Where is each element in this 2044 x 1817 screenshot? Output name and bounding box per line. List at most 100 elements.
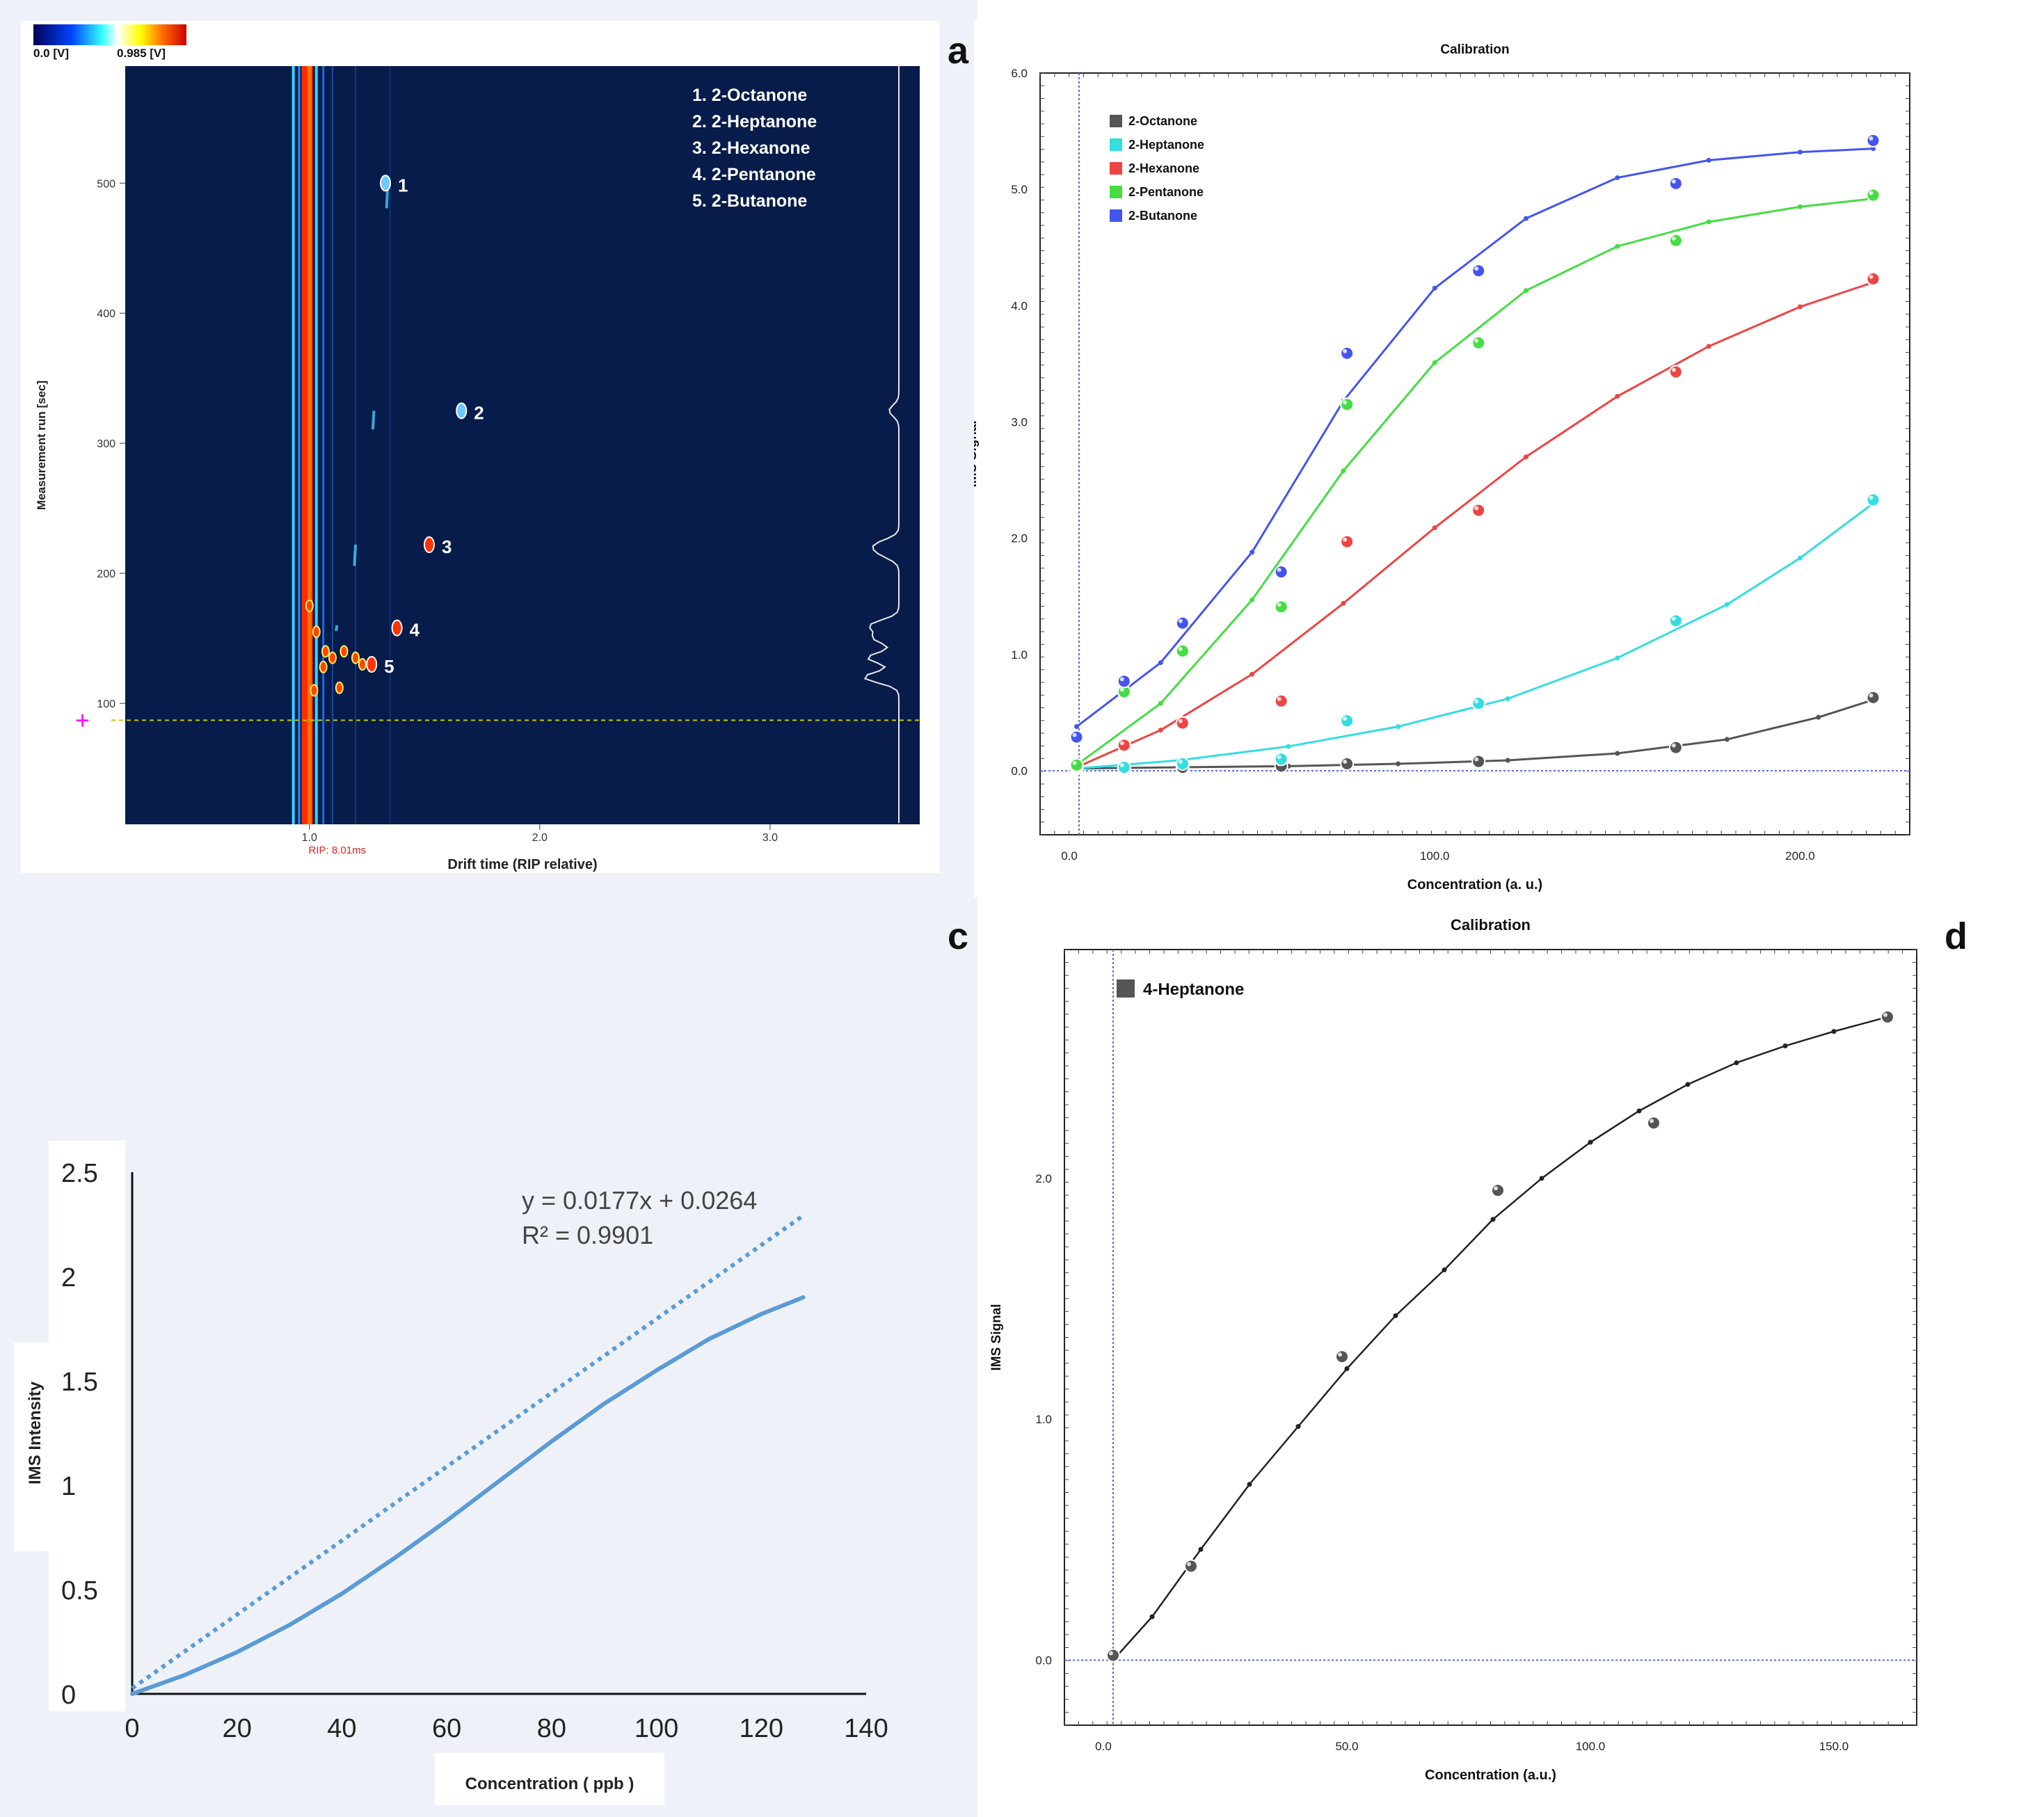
y-tick-label: 5.0 [1011, 183, 1028, 196]
data-point-2-hexanone [1274, 694, 1288, 708]
data-point-2-octanone [1866, 690, 1881, 705]
fit-dot [1396, 724, 1401, 730]
data-point-2-pentanone [1866, 188, 1881, 202]
fit-dot [1249, 671, 1255, 677]
fit-dot [1432, 525, 1437, 531]
data-point-highlight [1277, 602, 1282, 607]
x-tick-label: 150.0 [1819, 1740, 1849, 1753]
data-point-2-hexanone [1117, 738, 1131, 753]
y-tick-area [49, 1141, 125, 1711]
calibration-chart-b: 0.0 1.0 2.0 3.0 4.0 5.0 6.0 0.0 100.0 200.0 Calibr… [965, 42, 1910, 893]
peak-label: 3 [442, 536, 452, 557]
fit-curve-2-hexanone [1076, 281, 1874, 769]
x-tick-label: 40 [327, 1714, 356, 1743]
fit-dot [1615, 175, 1620, 180]
peak-trail [334, 625, 339, 632]
data-point-2-octanone [1471, 754, 1486, 769]
fit-dot [1505, 696, 1510, 701]
plot-frame [1064, 949, 1917, 1726]
x-tick-label: 20 [223, 1714, 252, 1743]
fit-dot [1588, 1139, 1593, 1145]
data-point [1881, 1009, 1894, 1024]
data-point-highlight [1869, 136, 1874, 141]
legend-label: 4-Heptanone [1143, 980, 1244, 999]
data-point-2-heptanone [1866, 493, 1881, 507]
fit-dot [1797, 204, 1803, 209]
data-point-2-heptanone [1668, 614, 1683, 628]
data-point-2-heptanone [1274, 752, 1288, 767]
fit-dot [1524, 216, 1529, 221]
rip-streak [298, 66, 301, 824]
data-point-highlight [1277, 696, 1282, 701]
trendline-dotted [131, 1213, 805, 1690]
peak-marker [423, 536, 435, 554]
legend-label: 2-Pentanone [1128, 185, 1204, 199]
fit-dot [1158, 660, 1163, 666]
peak-label: 2 [474, 402, 484, 423]
data-point-highlight [1494, 1186, 1498, 1191]
y-tick-label: 0.0 [1011, 765, 1028, 778]
fit-dot [1295, 1424, 1301, 1430]
y-tick-label: 500 [97, 178, 115, 190]
data-point-2-butanone [1668, 176, 1683, 191]
fit-dot [1685, 1082, 1691, 1087]
fit-dot [1870, 146, 1876, 152]
data-point-2-hexanone [1471, 503, 1486, 518]
trendline-r2: R² = 0.9901 [522, 1221, 653, 1249]
legend-entry: 4. 2-Pentanone [692, 165, 816, 184]
fit-dot [1524, 288, 1529, 294]
cluster-spot [358, 658, 367, 671]
data-point-2-hexanone [1866, 271, 1881, 286]
data-point-2-hexanone [1668, 365, 1683, 379]
fit-dot [1615, 751, 1620, 756]
fit-dot [1432, 360, 1437, 365]
x-axis-label: Concentration (a.u.) [1425, 1768, 1556, 1783]
legend-label: 2-Octanone [1128, 114, 1197, 128]
fit-dot [1816, 714, 1821, 720]
rip-streak [331, 66, 333, 824]
data-point-highlight [1671, 616, 1676, 621]
x-label-area [435, 1753, 664, 1805]
y-axis-label: IMS Signal [974, 420, 980, 487]
y-axis-label: IMS Signal [989, 1304, 1004, 1370]
peak-marker [380, 175, 392, 192]
data-point-highlight [1277, 755, 1282, 760]
chart-title: Calibration [1440, 42, 1509, 57]
x-tick-label: 100.0 [1420, 849, 1450, 863]
y-tick-label: 2.0 [1011, 532, 1028, 545]
fit-dot [1636, 1108, 1642, 1114]
rip-center-line [307, 66, 312, 824]
data-point-highlight [1072, 733, 1077, 737]
data-point-2-pentanone [1175, 643, 1190, 658]
data-point-highlight [1109, 1651, 1113, 1656]
legend-entry: 1. 2-Octanone [692, 86, 807, 105]
panel-c-background [0, 897, 977, 1817]
data-point-2-pentanone [1668, 233, 1683, 248]
data-point-highlight [1869, 693, 1874, 698]
legend-label: 2-Butanone [1128, 209, 1197, 223]
fit-dot [1615, 243, 1620, 249]
fit-dot [1249, 597, 1255, 602]
data-point [1647, 1116, 1661, 1130]
fit-curve-2-butanone [1076, 147, 1874, 728]
fit-dot [1158, 728, 1163, 733]
data-point-highlight [1474, 699, 1479, 704]
y-tick-label: 4.0 [1011, 299, 1028, 312]
fit-dot [1432, 285, 1437, 291]
fit-dot [1158, 701, 1163, 706]
y-tick-label: 0.0 [1035, 1654, 1052, 1667]
x-tick-label: 140 [844, 1714, 888, 1743]
cluster-spot [340, 645, 349, 658]
data-point-2-hexanone [1340, 534, 1355, 549]
cluster-spot [335, 681, 344, 694]
data-point-2-pentanone [1069, 758, 1084, 772]
cluster-spot [310, 684, 319, 697]
spectrum-trace [863, 66, 900, 824]
data-point-highlight [1343, 717, 1348, 721]
fit-dot [1149, 1614, 1155, 1619]
fit-dot [1831, 1029, 1837, 1034]
data-point-highlight [1343, 760, 1348, 765]
data-point-2-pentanone [1274, 600, 1288, 614]
data-point [1106, 1648, 1120, 1663]
peak-label: 4 [410, 620, 420, 641]
